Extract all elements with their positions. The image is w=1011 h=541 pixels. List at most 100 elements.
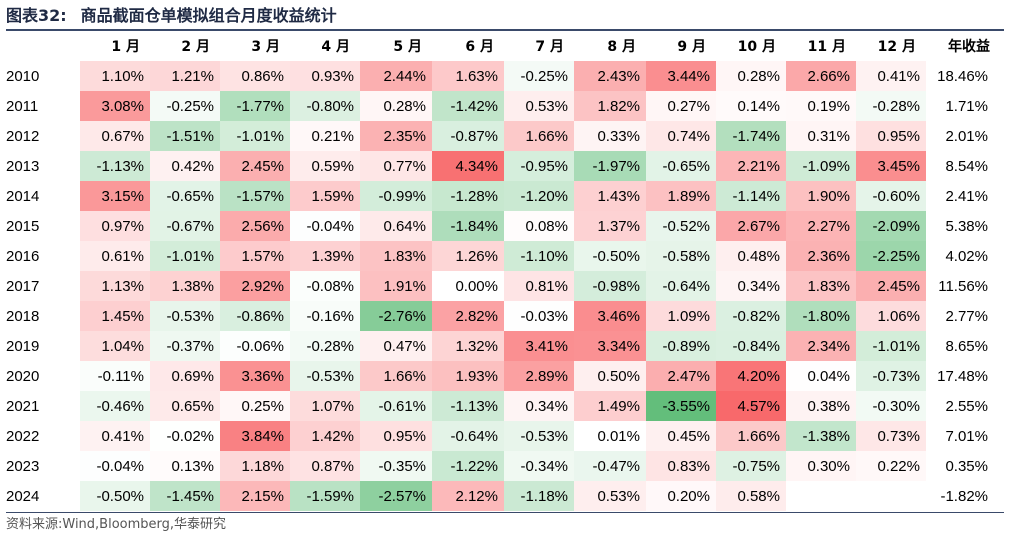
return-cell: -1.14% <box>716 181 786 211</box>
return-cell: 1.49% <box>574 391 646 421</box>
return-cell: -0.99% <box>360 181 432 211</box>
return-cell: -0.60% <box>856 181 926 211</box>
return-cell: -0.25% <box>504 61 574 91</box>
return-cell: -3.55% <box>646 391 716 421</box>
table-row: 2015 0.97% -0.67% 2.56% -0.04% 0.64% -1.84% 0.0… <box>6 211 996 241</box>
return-cell: 0.73% <box>856 421 926 451</box>
annual-return-cell: 0.35% <box>945 457 988 475</box>
return-cell: -0.50% <box>574 241 646 271</box>
return-cell: 1.18% <box>220 451 290 481</box>
return-cell: -0.16% <box>290 301 360 331</box>
table-row: 2011 3.08% -0.25% -1.77% -0.80% 0.28% -1.42% 0.… <box>6 91 996 121</box>
return-cell: 1.83% <box>360 241 432 271</box>
annual-return-cell: 4.02% <box>945 247 988 265</box>
annual-return-cell: 2.77% <box>945 307 988 325</box>
return-cell: 1.66% <box>360 361 432 391</box>
return-cell: -1.13% <box>432 391 504 421</box>
table-row: 2020 -0.11% 0.69% 3.36% -0.53% 1.66% 1.93% 2.89… <box>6 361 996 391</box>
return-cell: 1.91% <box>360 271 432 301</box>
return-cell: 1.13% <box>80 271 150 301</box>
row-year-label: 2013 <box>6 157 40 175</box>
column-header-annual: 年收益 <box>948 39 990 55</box>
return-cell: -1.18% <box>504 481 574 511</box>
return-cell: 1.66% <box>504 121 574 151</box>
column-header-month: 9 月 <box>677 39 706 55</box>
return-cell: -0.30% <box>856 391 926 421</box>
return-cell: -0.02% <box>150 421 220 451</box>
return-cell: 3.34% <box>574 331 646 361</box>
return-cell: -0.65% <box>646 151 716 181</box>
return-cell: 2.82% <box>432 301 504 331</box>
return-cell: 0.21% <box>290 121 360 151</box>
column-header-month: 1 月 <box>111 39 140 55</box>
return-cell: 3.45% <box>856 151 926 181</box>
return-cell: -0.47% <box>574 451 646 481</box>
return-cell: -1.59% <box>290 481 360 511</box>
header-corner <box>6 31 80 61</box>
header-row: 1 月 2 月 3 月 4 月 5 月 6 月 7 月 8 月 9 月 10 月 11 月 12 月 年… <box>6 31 996 61</box>
return-cell: 1.57% <box>220 241 290 271</box>
table-row: 2023 -0.04% 0.13% 1.18% 0.87% -0.35% -1.22% -0.… <box>6 451 996 481</box>
source-note: 资料来源:Wind,Bloomberg,华泰研究 <box>6 517 227 532</box>
return-cell: -1.28% <box>432 181 504 211</box>
return-cell: 0.53% <box>574 481 646 511</box>
row-year-label: 2015 <box>6 217 40 235</box>
return-cell: 0.34% <box>504 391 574 421</box>
return-cell: -2.57% <box>360 481 432 511</box>
return-cell: 1.42% <box>290 421 360 451</box>
return-cell: 1.89% <box>646 181 716 211</box>
table-row: 2019 1.04% -0.37% -0.06% -0.28% 0.47% 1.32% 3.4… <box>6 331 996 361</box>
return-cell: -0.89% <box>646 331 716 361</box>
return-cell: -1.42% <box>432 91 504 121</box>
return-cell: 0.14% <box>716 91 786 121</box>
column-header-month: 11 月 <box>807 39 846 55</box>
return-cell: 2.44% <box>360 61 432 91</box>
figure-title: 商品截面仓单模拟组合月度收益统计 <box>80 6 337 25</box>
return-cell: -0.28% <box>856 91 926 121</box>
return-cell: 0.01% <box>574 421 646 451</box>
source-divider <box>6 512 1004 513</box>
row-year-label: 2017 <box>6 277 40 295</box>
annual-return-cell: 2.41% <box>945 187 988 205</box>
return-cell: -0.73% <box>856 361 926 391</box>
return-cell: 1.37% <box>574 211 646 241</box>
return-cell: 2.66% <box>786 61 856 91</box>
return-cell: 0.08% <box>504 211 574 241</box>
return-cell: -1.20% <box>504 181 574 211</box>
return-cell: 2.27% <box>786 211 856 241</box>
column-header-month: 12 月 <box>877 39 916 55</box>
title-divider <box>6 29 1004 31</box>
return-cell: -1.22% <box>432 451 504 481</box>
return-cell: -1.10% <box>504 241 574 271</box>
return-cell: 0.95% <box>360 421 432 451</box>
return-cell: -0.98% <box>574 271 646 301</box>
row-year-label: 2020 <box>6 367 40 385</box>
return-cell: 0.83% <box>646 451 716 481</box>
column-header-month: 6 月 <box>465 39 494 55</box>
return-cell: -1.13% <box>80 151 150 181</box>
return-cell: -1.74% <box>716 121 786 151</box>
row-year-label: 2012 <box>6 127 40 145</box>
return-cell: -2.09% <box>856 211 926 241</box>
monthly-returns-table: 1 月 2 月 3 月 4 月 5 月 6 月 7 月 8 月 9 月 10 月 11 月 12 月 年… <box>6 31 996 511</box>
return-cell: 3.84% <box>220 421 290 451</box>
return-cell: 2.56% <box>220 211 290 241</box>
return-cell: -0.11% <box>80 361 150 391</box>
return-cell: 0.42% <box>150 151 220 181</box>
return-cell: -1.01% <box>150 241 220 271</box>
return-cell: 0.59% <box>290 151 360 181</box>
return-cell: -0.82% <box>716 301 786 331</box>
row-year-label: 2022 <box>6 427 40 445</box>
return-cell: -1.01% <box>856 331 926 361</box>
return-cell: -1.51% <box>150 121 220 151</box>
return-cell: -0.35% <box>360 451 432 481</box>
return-cell: 0.41% <box>80 421 150 451</box>
row-year-label: 2011 <box>6 97 39 115</box>
return-cell: 2.34% <box>786 331 856 361</box>
return-cell: 0.34% <box>716 271 786 301</box>
return-cell: -1.77% <box>220 91 290 121</box>
return-cell: 3.44% <box>646 61 716 91</box>
return-cell: 0.19% <box>786 91 856 121</box>
annual-return-cell: 17.48% <box>937 367 988 385</box>
return-cell: 1.93% <box>432 361 504 391</box>
